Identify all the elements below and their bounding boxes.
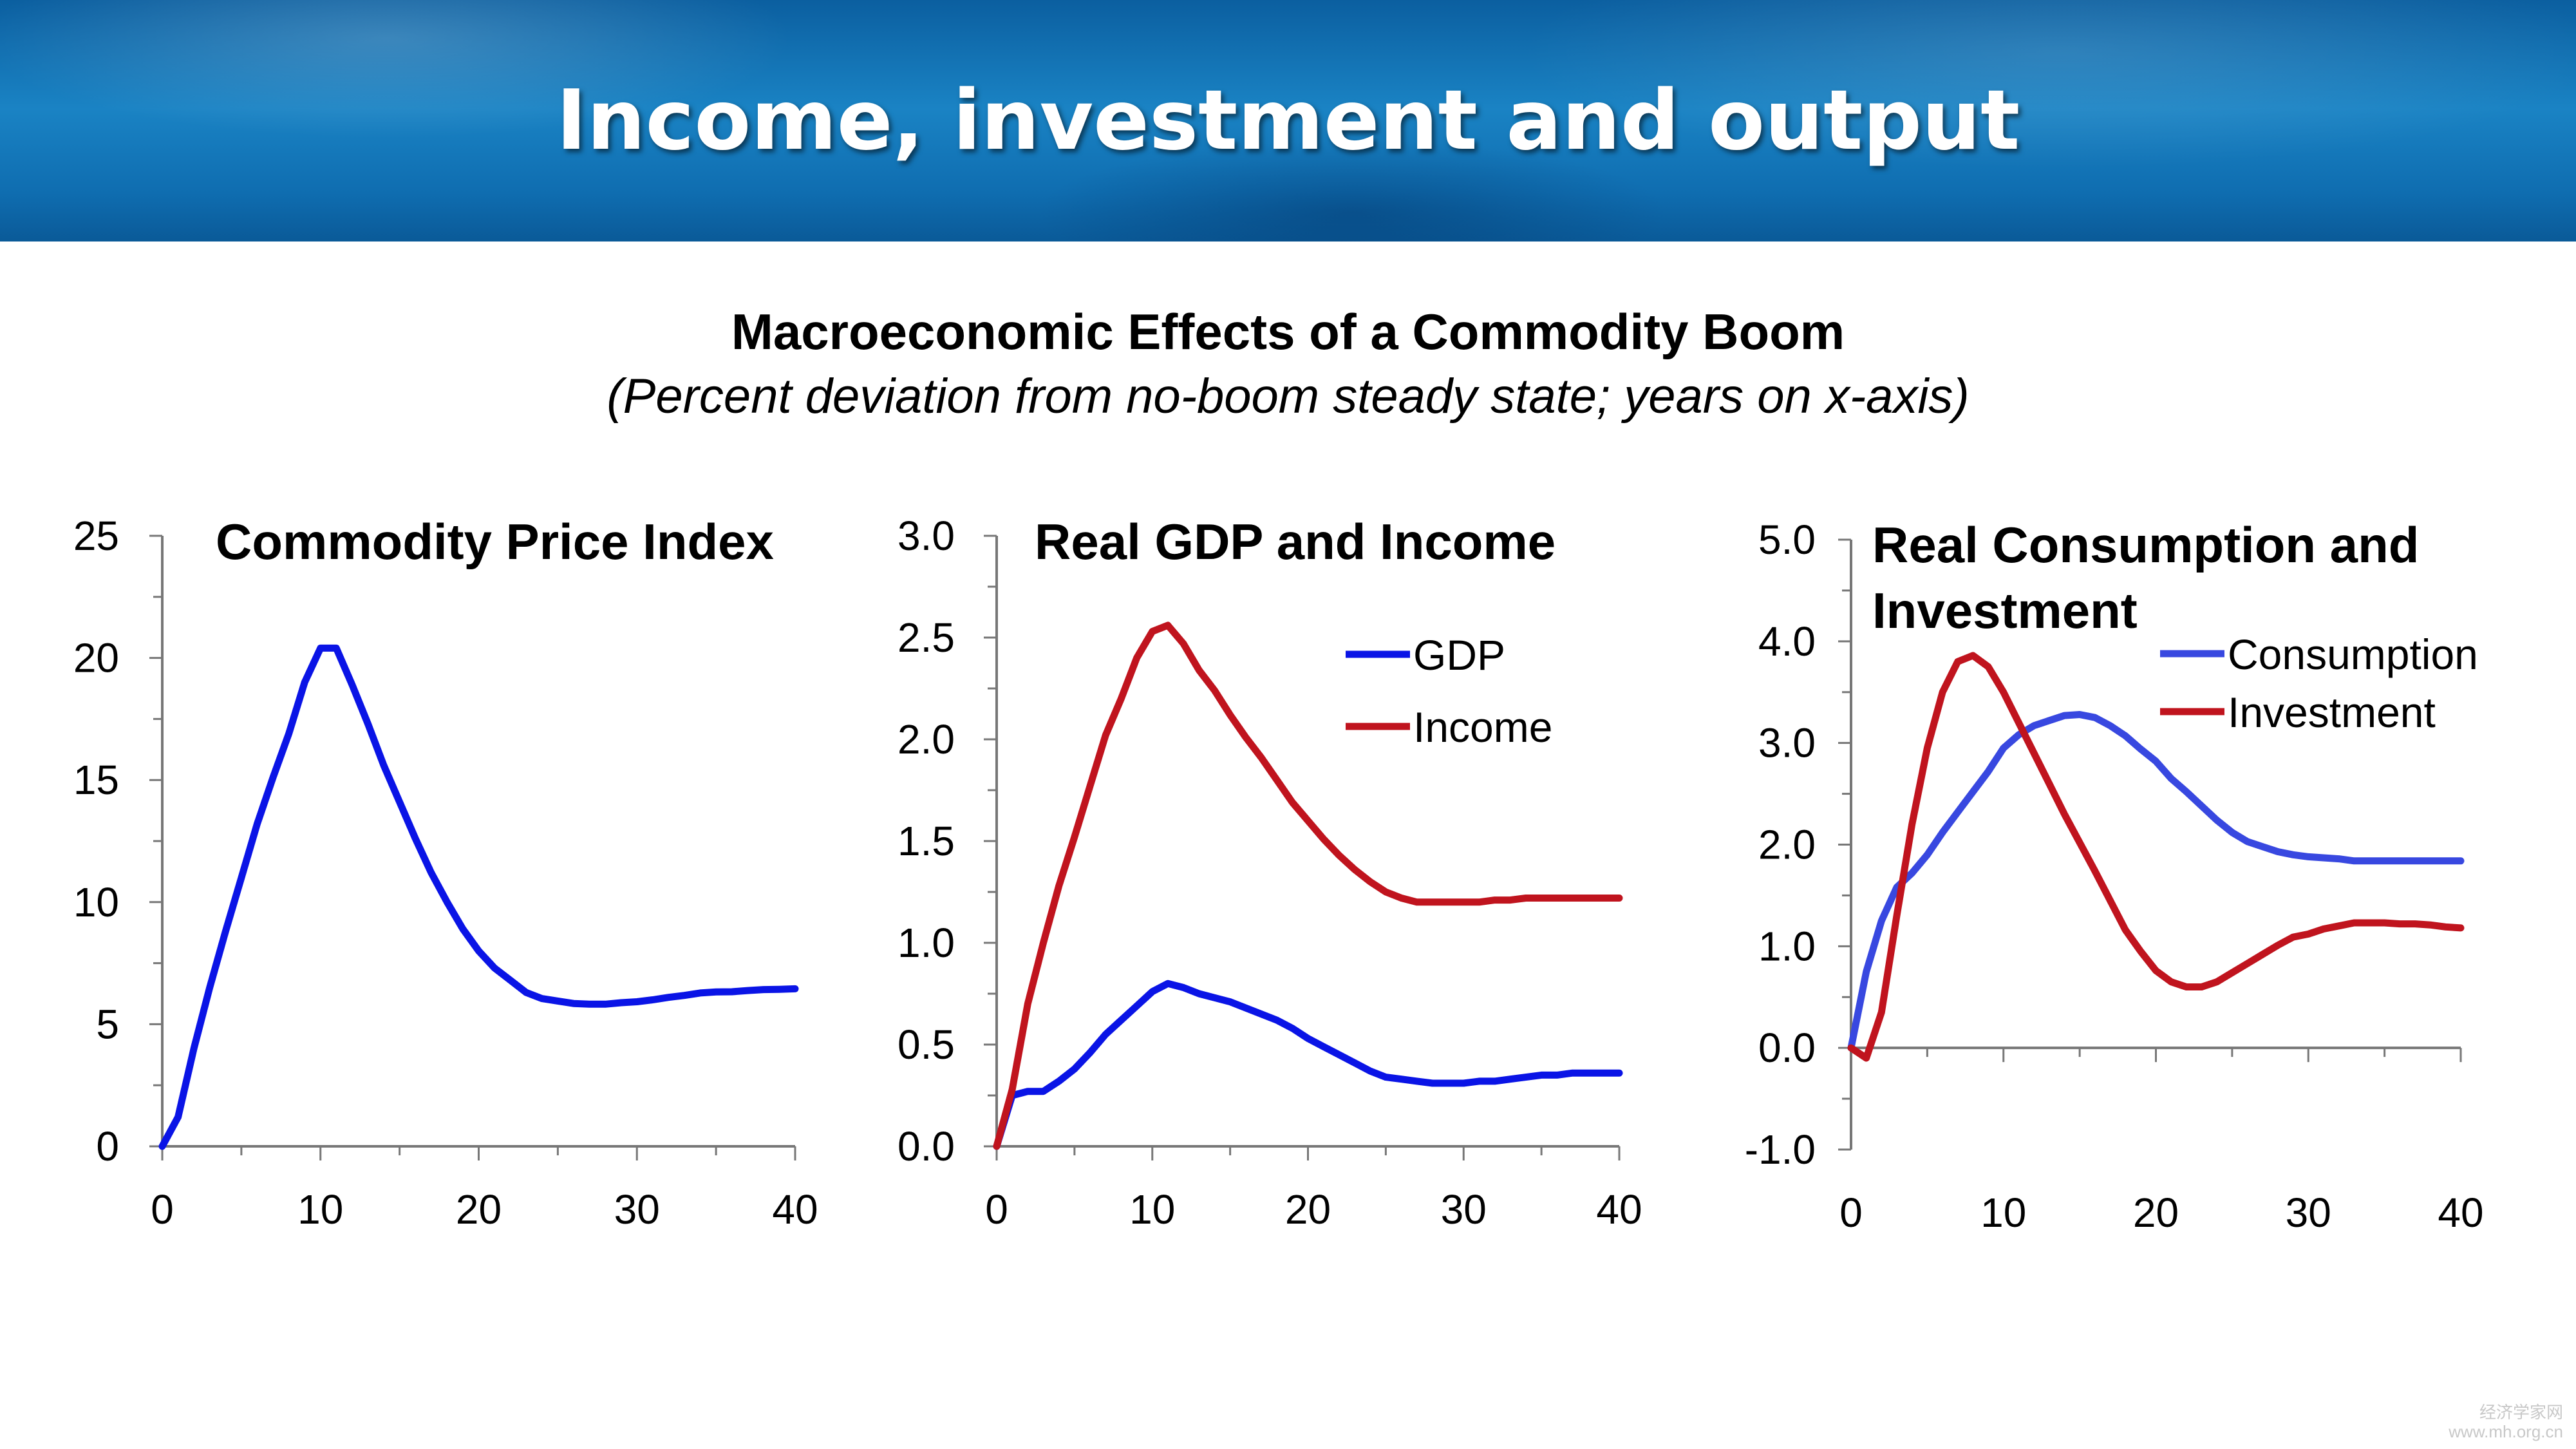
x-tick-label: 30 [614, 1186, 660, 1233]
series-line-investment [1847, 652, 2465, 1062]
y-tick-label: 25 [73, 513, 119, 559]
panel-title: Commodity Price Index [216, 513, 774, 570]
panel-title: Real Consumption and [1872, 516, 2419, 573]
y-tick-label: -1.0 [1745, 1126, 1816, 1173]
x-tick-label: 40 [1596, 1186, 1642, 1233]
chart-panel-1: 0 5 10 15 20 25 0 10 20 30 40 Commodity Price Index [73, 513, 818, 1233]
x-tick-label: 10 [1129, 1186, 1175, 1233]
legend-label: Income [1413, 703, 1552, 751]
y-tick-label: 1.0 [898, 920, 955, 966]
legend-label: GDP [1413, 631, 1505, 679]
x-tick-label: 30 [2286, 1189, 2331, 1236]
y-tick-label: 2.5 [898, 614, 955, 661]
x-tick-label: 0 [151, 1186, 174, 1233]
slide-title: Income, investment and output [556, 73, 2020, 169]
y-tick-label: 1.5 [898, 818, 955, 864]
watermark-line2: www.mh.org.cn [2449, 1422, 2563, 1441]
x-tick-label: 20 [2133, 1189, 2179, 1236]
x-tick-label: 0 [1839, 1189, 1863, 1236]
x-tick-label: 30 [1441, 1186, 1487, 1233]
title-banner: Income, investment and output [0, 0, 2576, 242]
watermark-line1: 经济学家网 [2479, 1403, 2563, 1422]
series-line-series-1 [158, 644, 799, 1150]
banner-decoration [0, 0, 2576, 242]
y-tick-label: 0.0 [1758, 1025, 1816, 1071]
y-tick-label: 2.0 [898, 716, 955, 762]
x-tick-label: 40 [772, 1186, 818, 1233]
panel-title: Real GDP and Income [1035, 513, 1556, 570]
legend-label: Consumption [2228, 630, 2478, 678]
watermark: 经济学家网 www.mh.org.cn [2449, 1403, 2563, 1441]
x-tick-label: 40 [2438, 1189, 2483, 1236]
x-tick-label: 20 [1285, 1186, 1331, 1233]
y-tick-label: 1.0 [1758, 923, 1816, 969]
x-tick-label: 20 [456, 1186, 502, 1233]
x-tick-label: 0 [985, 1186, 1008, 1233]
figure-title: Macroeconomic Effects of a Commodity Boo… [731, 303, 1845, 360]
y-tick-label: 0.5 [898, 1021, 955, 1068]
series-line-income [993, 621, 1623, 1150]
y-tick-label: 3.0 [898, 513, 955, 559]
x-tick-label: 10 [297, 1186, 343, 1233]
chart-panel-2: 0.0 0.5 1.0 1.5 2.0 2.5 3.0 0 10 20 30 40 GDP Income R… [898, 513, 1642, 1233]
y-tick-label: 5.0 [1758, 516, 1816, 563]
y-tick-label: 2.0 [1758, 822, 1816, 868]
y-tick-label: 15 [73, 757, 119, 803]
panel-title: Investment [1872, 582, 2138, 639]
y-tick-label: 3.0 [1758, 720, 1816, 766]
y-tick-label: 10 [73, 879, 119, 925]
figure-subtitle: (Percent deviation from no-boom steady s… [606, 369, 1970, 424]
y-tick-label: 4.0 [1758, 618, 1816, 665]
y-tick-label: 0.0 [898, 1123, 955, 1170]
y-tick-label: 0 [96, 1123, 119, 1170]
chart-panel-3: -1.0 0.0 1.0 2.0 3.0 4.0 5.0 0 10 20 30 40 Consumpti… [1745, 516, 2484, 1236]
x-tick-label: 10 [1980, 1189, 2026, 1236]
y-tick-label: 5 [96, 1001, 119, 1047]
series-line-consumption [1847, 711, 2465, 1052]
legend-label: Investment [2228, 688, 2436, 736]
series-line-gdp [993, 980, 1623, 1150]
y-tick-label: 20 [73, 635, 119, 681]
